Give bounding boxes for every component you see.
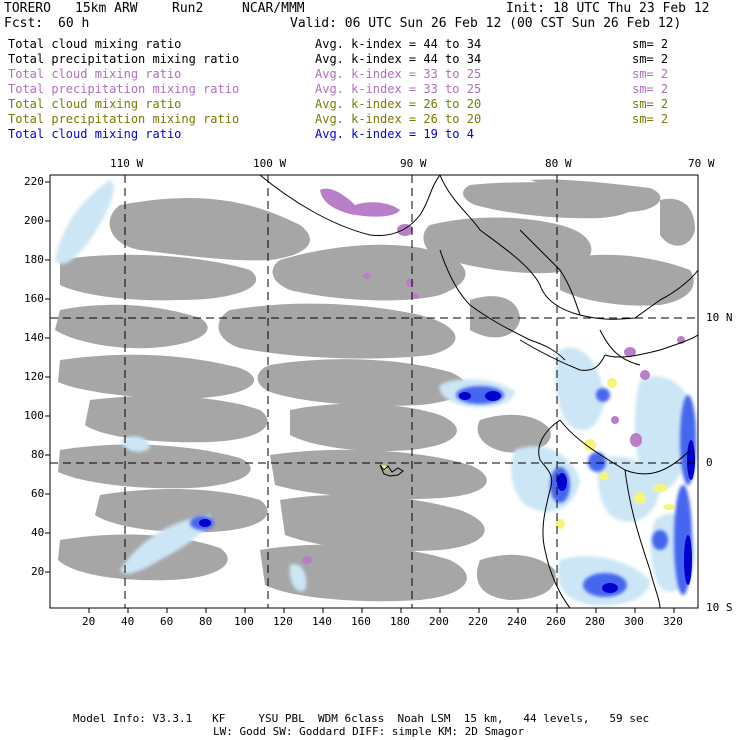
bottom-axis-label: 240 — [507, 615, 527, 628]
legend-field: Total cloud mixing ratio — [8, 37, 182, 51]
legend-smoothing: sm= 2 — [632, 97, 669, 111]
legend-smoothing: sm= 2 — [632, 112, 669, 126]
legend-field: Total cloud mixing ratio — [8, 97, 182, 111]
right-axis-label: 0 — [706, 456, 713, 469]
bottom-axis-label: 320 — [663, 615, 683, 628]
organization: NCAR/MMM — [242, 1, 305, 16]
left-axis-label: 40 — [31, 526, 45, 539]
cloud-field-blue — [190, 386, 696, 597]
left-axis-label: 80 — [31, 448, 45, 461]
legend-kindex: Avg. k-index = 44 to 34 — [315, 52, 482, 66]
lat-lon-grid — [50, 175, 698, 608]
left-axis-label: 60 — [31, 487, 45, 500]
cloud-field-gray — [55, 179, 695, 602]
right-axis-label: 10 N — [706, 311, 733, 324]
legend-kindex: Avg. k-index = 44 to 34 — [315, 37, 482, 51]
legend-smoothing: sm= 2 — [632, 82, 669, 96]
model-resolution: 15km ARW — [75, 1, 138, 16]
init-time: Init: 18 UTC Thu 23 Feb 12 — [506, 1, 710, 16]
bottom-axis-label: 40 — [121, 615, 135, 628]
top-axis-label: 100 W — [253, 157, 287, 170]
top-axis-label: 70 W — [688, 157, 715, 170]
model-info-line: Model Info: V3.3.1 KF YSU PBL WDM 6class… — [73, 712, 650, 725]
cloud-field-darkblue — [199, 391, 695, 593]
legend-field: Total precipitation mixing ratio — [8, 52, 240, 66]
cloud-field-purple — [302, 188, 685, 564]
left-axis-label: 100 — [24, 409, 44, 422]
legend-kindex: Avg. k-index = 33 to 25 — [315, 82, 482, 96]
left-axis-label: 140 — [24, 331, 44, 344]
plot-frame — [49, 174, 699, 609]
bottom-axis-label: 120 — [273, 615, 293, 628]
bottom-axis-label: 260 — [546, 615, 566, 628]
left-axis-label: 160 — [24, 292, 44, 305]
left-axis-label: 180 — [24, 253, 44, 266]
legend-smoothing: sm= 2 — [632, 52, 669, 66]
top-axis-label: 90 W — [400, 157, 427, 170]
bottom-axis-label: 220 — [468, 615, 488, 628]
bottom-axis-label: 140 — [312, 615, 332, 628]
right-axis-label: 10 S — [706, 601, 733, 614]
legend-kindex: Avg. k-index = 33 to 25 — [315, 67, 482, 81]
bottom-axis-label: 20 — [82, 615, 96, 628]
legend-kindex: Avg. k-index = 26 to 20 — [315, 112, 482, 126]
legend-field: Total precipitation mixing ratio — [8, 82, 240, 96]
left-axis-label: 220 — [24, 175, 44, 188]
forecast-hour: 60 h — [58, 16, 90, 31]
bottom-axis-label: 280 — [585, 615, 605, 628]
bottom-axis-label: 100 — [234, 615, 254, 628]
legend-field: Total cloud mixing ratio — [8, 127, 182, 141]
valid-time: Valid: 06 UTC Sun 26 Feb 12 (00 CST Sun … — [290, 16, 682, 31]
bottom-axis-label: 180 — [390, 615, 410, 628]
forecast-label: Fcst: — [4, 16, 44, 31]
legend-field: Total precipitation mixing ratio — [8, 112, 240, 126]
left-axis-label: 200 — [24, 214, 44, 227]
legend-smoothing: sm= 2 — [632, 67, 669, 81]
left-axis-label: 20 — [31, 565, 45, 578]
legend-kindex: Avg. k-index = 19 to 4 — [315, 127, 474, 141]
left-axis-label: 120 — [24, 370, 44, 383]
legend-kindex: Avg. k-index = 26 to 20 — [315, 97, 482, 111]
bottom-axis-label: 300 — [624, 615, 644, 628]
bottom-axis-label: 80 — [199, 615, 213, 628]
field-layer — [50, 175, 698, 608]
top-axis-label: 110 W — [110, 157, 144, 170]
coastlines — [50, 175, 698, 608]
run-label: Run2 — [172, 1, 204, 16]
bottom-axis-label: 60 — [160, 615, 174, 628]
axis-ticks — [45, 181, 675, 613]
legend-smoothing: sm= 2 — [632, 37, 669, 51]
bottom-axis-label: 200 — [429, 615, 449, 628]
bottom-axis-label: 160 — [351, 615, 371, 628]
model-name: TORERO — [4, 1, 51, 16]
top-axis-label: 80 W — [545, 157, 572, 170]
legend-field: Total cloud mixing ratio — [8, 67, 182, 81]
physics-info-line: LW: Godd SW: Goddard DIFF: simple KM: 2D… — [213, 725, 525, 738]
